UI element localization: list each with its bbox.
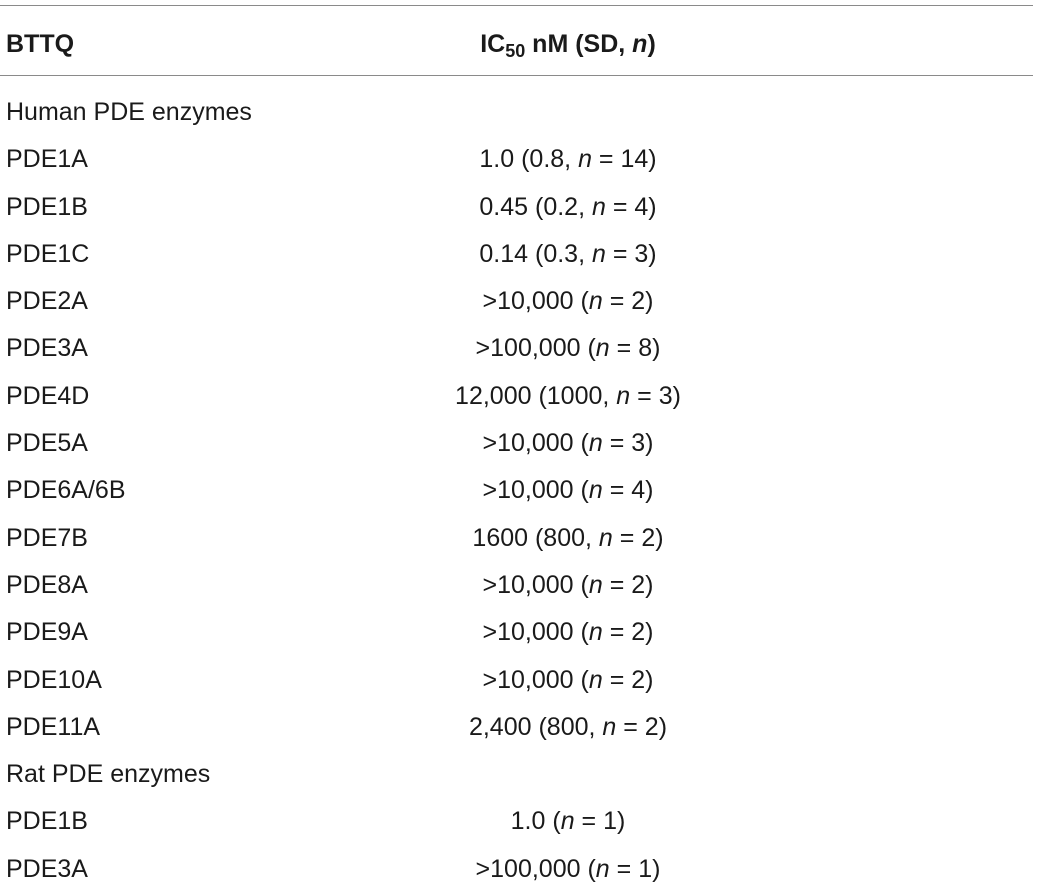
section-heading-row: Human PDE enzymes	[0, 89, 1039, 136]
table-row: PDE1A 1.0 (0.8, n = 14)	[0, 136, 1039, 183]
table-row: PDE6A/6B >10,000 (n = 4)	[0, 467, 1039, 514]
header-compound: BTTQ	[6, 30, 75, 58]
enzyme-cell: PDE5A	[6, 429, 88, 458]
enzyme-cell: PDE10A	[6, 665, 102, 694]
ic50-value-cell: >10,000 (n = 2)	[482, 287, 654, 316]
table-body: Human PDE enzymes PDE1A 1.0 (0.8, n = 14) P…	[0, 89, 1039, 893]
enzyme-cell: PDE7B	[6, 523, 88, 552]
enzyme-cell: PDE1A	[6, 145, 88, 174]
enzyme-cell: PDE11A	[6, 712, 101, 741]
ic50-value-cell: 0.45 (0.2, n = 4)	[479, 192, 657, 221]
table-row: PDE8A >10,000 (n = 2)	[0, 562, 1039, 609]
section-label: Rat PDE enzymes	[6, 760, 211, 789]
table-row: PDE2A >10,000 (n = 2)	[0, 278, 1039, 325]
enzyme-cell: PDE1B	[6, 807, 88, 836]
section-label: Human PDE enzymes	[6, 98, 252, 126]
ic50-value-cell: >10,000 (n = 2)	[482, 618, 654, 647]
ic50-value-cell: 2,400 (800, n = 2)	[468, 712, 668, 741]
ic50-value-cell: 1.0 (n = 1)	[510, 807, 626, 836]
ic50-value-cell: >10,000 (n = 4)	[482, 476, 654, 505]
ic50-value-cell: >100,000 (n = 1)	[475, 854, 661, 883]
table-top-rule	[0, 5, 1033, 6]
ic50-value-cell: >100,000 (n = 8)	[475, 334, 661, 363]
ic50-value-cell: 12,000 (1000, n = 3)	[455, 381, 681, 410]
table-row: PDE11A 2,400 (800, n = 2)	[0, 704, 1039, 751]
enzyme-cell: PDE2A	[6, 287, 88, 316]
enzyme-cell: PDE3A	[6, 334, 88, 363]
enzyme-cell: PDE8A	[6, 570, 88, 599]
ic50-value-cell: >10,000 (n = 2)	[482, 665, 654, 694]
ic50-value-cell: 1.0 (0.8, n = 14)	[479, 145, 657, 174]
table-row: PDE7B 1600 (800, n = 2)	[0, 515, 1039, 562]
table-row: PDE1B 0.45 (0.2, n = 4)	[0, 184, 1039, 231]
ic50-value-cell: 1600 (800, n = 2)	[472, 523, 664, 552]
enzyme-cell: PDE1B	[6, 192, 88, 221]
table-row: PDE10A >10,000 (n = 2)	[0, 657, 1039, 704]
enzyme-cell: PDE6A/6B	[6, 476, 126, 505]
table-row: PDE5A >10,000 (n = 3)	[0, 420, 1039, 467]
table-row: PDE3A >100,000 (n = 1)	[0, 846, 1039, 893]
table-header-row: BTTQ IC50 nM (SD, n)	[0, 24, 1039, 64]
enzyme-cell: PDE9A	[6, 618, 88, 647]
enzyme-cell: PDE1C	[6, 239, 90, 268]
ic50-value-cell: 0.14 (0.3, n = 3)	[479, 239, 657, 268]
table-row: PDE1B 1.0 (n = 1)	[0, 798, 1039, 845]
ic50-value-cell: >10,000 (n = 3)	[482, 429, 654, 458]
table-row: PDE4D 12,000 (1000, n = 3)	[0, 373, 1039, 420]
ic50-value-cell: >10,000 (n = 2)	[482, 570, 654, 599]
section-heading-row: Rat PDE enzymes	[0, 751, 1039, 798]
enzyme-cell: PDE3A	[6, 854, 88, 883]
header-ic50: IC50 nM (SD, n)	[480, 30, 656, 61]
enzyme-cell: PDE4D	[6, 381, 90, 410]
table-row: PDE3A >100,000 (n = 8)	[0, 325, 1039, 372]
table-header-rule	[0, 75, 1033, 76]
table-row: PDE1C 0.14 (0.3, n = 3)	[0, 231, 1039, 278]
table-row: PDE9A >10,000 (n = 2)	[0, 609, 1039, 656]
